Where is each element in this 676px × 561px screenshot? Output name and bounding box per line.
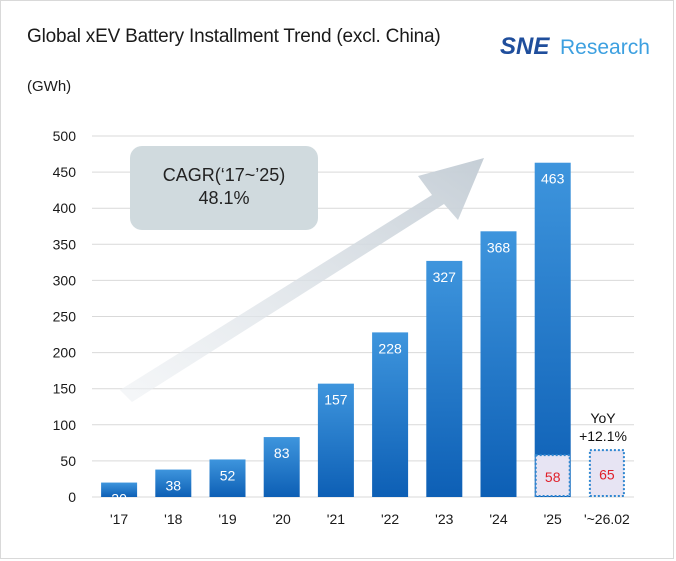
x-tick-label: '~26.02 [584, 511, 630, 527]
x-tick-label: '17 [110, 511, 128, 527]
cagr-callout: CAGR(‘17~’25) 48.1% [130, 146, 318, 230]
y-axis-ticks: 0 50 100 150 200 250 300 350 400 450 500 [53, 128, 77, 505]
x-tick-label: '21 [327, 511, 345, 527]
bar [101, 482, 138, 497]
bar [480, 231, 517, 497]
yoy-annotation: YoY +12.1% [579, 410, 627, 444]
bar [426, 260, 463, 497]
y-tick-label: 0 [68, 489, 76, 505]
partial-value-label: 58 [545, 469, 561, 485]
sne-research-logo: SNE Research [500, 33, 650, 60]
y-tick-label: 450 [53, 164, 77, 180]
x-tick-label: '23 [435, 511, 453, 527]
y-tick-label: 200 [53, 345, 77, 361]
bar-value-label: 83 [274, 445, 290, 461]
bar-value-label: 463 [541, 171, 565, 187]
bar [317, 383, 354, 497]
bar-value-label: 368 [487, 239, 511, 255]
partial-value-label: 65 [599, 467, 615, 483]
bar [534, 162, 571, 498]
x-tick-label: '19 [218, 511, 236, 527]
x-tick-label: '25 [544, 511, 562, 527]
y-tick-label: 500 [53, 128, 77, 144]
x-tick-label: '20 [273, 511, 291, 527]
bar-value-label: 52 [220, 467, 236, 483]
partial-period-bar [534, 454, 571, 497]
bar-value-label: 157 [324, 392, 348, 408]
y-tick-label: 50 [60, 453, 76, 469]
cagr-label: CAGR(‘17~’25) [163, 165, 286, 185]
yoy-label: YoY [590, 410, 616, 426]
yoy-value: +12.1% [579, 428, 627, 444]
partial-period-bar [588, 449, 625, 498]
growth-arrow-shape [120, 158, 484, 402]
y-tick-label: 300 [53, 272, 77, 288]
bar [263, 437, 300, 497]
logo-sne-text: SNE [500, 33, 550, 60]
bar [155, 469, 192, 497]
x-axis-ticks: '17 '18 '19 '20 '21 '22 '23 '24 '25 '~26.02 [110, 511, 630, 527]
bar [372, 332, 409, 497]
y-tick-label: 150 [53, 381, 77, 397]
bar-value-label: 228 [378, 340, 402, 356]
y-tick-label: 250 [53, 309, 77, 325]
bar [209, 459, 246, 497]
cagr-value: 48.1% [198, 188, 249, 208]
growth-arrow [120, 158, 484, 402]
cagr-box [130, 146, 318, 230]
x-tick-label: '22 [381, 511, 399, 527]
bar-value-label: 38 [166, 478, 182, 494]
y-tick-label: 350 [53, 236, 77, 252]
chart-title: Global xEV Battery Installment Trend (ex… [27, 26, 441, 47]
y-axis-unit: (GWh) [27, 78, 72, 95]
y-tick-label: 100 [53, 417, 77, 433]
x-tick-label: '24 [489, 511, 507, 527]
y-tick-label: 400 [53, 200, 77, 216]
bar-value-label: 327 [433, 269, 457, 285]
logo-research-text: Research [560, 36, 650, 59]
x-tick-label: '18 [164, 511, 182, 527]
bars: 20 38 52 83 157 228 327 368 463 58 65 [101, 162, 625, 507]
bar-value-label: 20 [111, 491, 127, 507]
